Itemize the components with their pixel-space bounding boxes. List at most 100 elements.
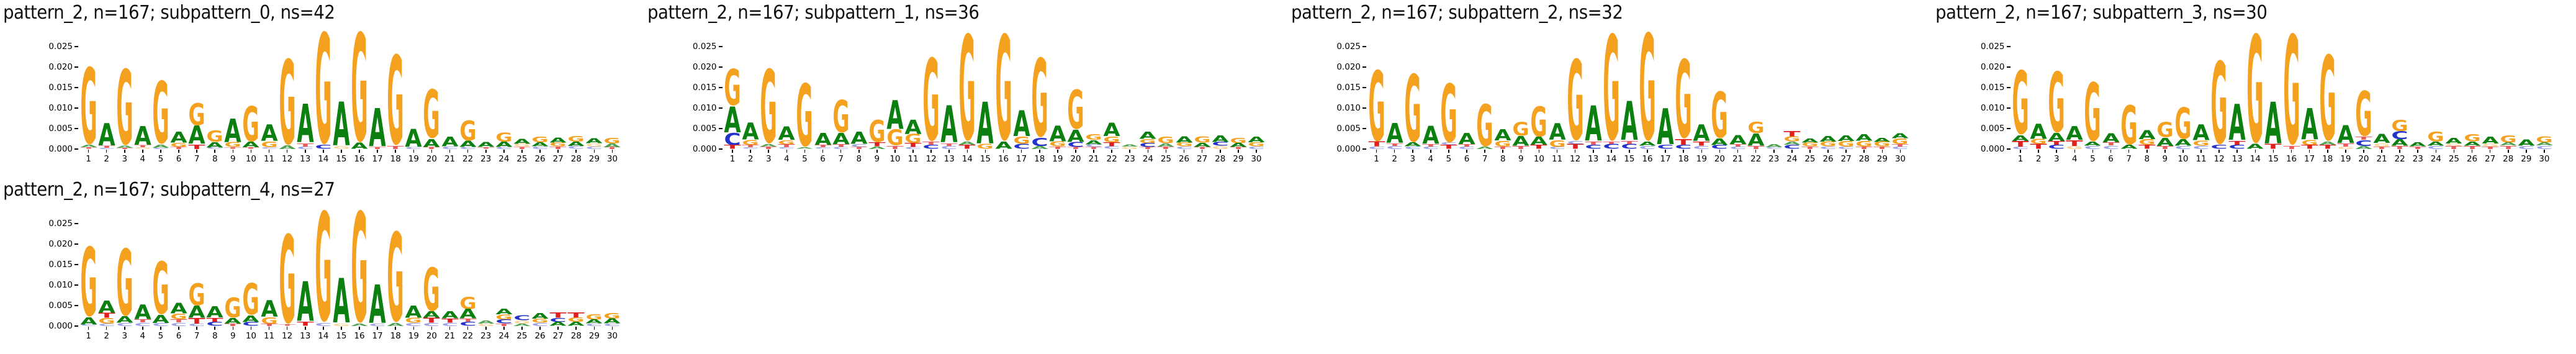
svg-text:A: A [1386, 117, 1403, 150]
logo-letter-A: A [2337, 120, 2354, 149]
logo-letter-G: G [315, 183, 332, 354]
logo-letter-T: T [2391, 145, 2409, 150]
x-tick-mark [2489, 150, 2491, 153]
x-tick-label: 1 [729, 154, 736, 164]
x-tick-mark [304, 327, 306, 330]
svg-text:G: G [495, 130, 512, 145]
x-tick-mark [876, 150, 878, 153]
logo-letter-T: T [940, 143, 958, 147]
svg-text:C: C [495, 147, 512, 150]
x-tick-mark [2020, 150, 2021, 153]
x-tick-label: 5 [158, 154, 164, 164]
x-tick-mark [304, 150, 306, 153]
logo-letter-G: G [2536, 135, 2553, 144]
x-tick-label: 29 [1233, 154, 1244, 164]
svg-text:T: T [904, 142, 922, 148]
x-tick-label: 26 [1822, 154, 1834, 164]
x-tick-mark [1075, 150, 1076, 153]
svg-text:G: G [1368, 52, 1385, 163]
x-tick-mark [196, 327, 197, 330]
svg-text:G: G [2446, 143, 2462, 147]
svg-text:A: A [2030, 120, 2048, 144]
x-tick-label: 19 [408, 331, 419, 341]
y-tick-label: 0.025 [692, 42, 717, 52]
logo-letter-A: A [2518, 138, 2535, 147]
logo-letter-G: G [1085, 133, 1102, 142]
x-tick-mark [232, 150, 234, 153]
x-tick-mark [377, 150, 378, 153]
svg-text:C: C [904, 147, 921, 150]
logo-letter-A: A [188, 122, 205, 151]
y-tick-mark [74, 284, 78, 286]
x-tick-label: 4 [784, 154, 790, 164]
x-tick-mark [1647, 150, 1648, 153]
logo-letter-C: C [1103, 145, 1120, 150]
logo-letter-G: G [495, 314, 513, 321]
x-tick-label: 4 [140, 331, 146, 341]
logo-letter-T: T [242, 147, 259, 150]
logo-letter-A: A [477, 320, 495, 325]
svg-text:A: A [98, 117, 115, 153]
logo-letter-G: G [1194, 135, 1211, 145]
x-tick-label: 15 [336, 331, 347, 341]
logo-letter-G: G [206, 129, 223, 146]
logo-letter-A: A [2102, 132, 2120, 146]
logo-letter-G: G [531, 318, 549, 324]
logo-letter-A: A [886, 93, 904, 138]
svg-text:C: C [243, 321, 259, 327]
x-tick-label: 12 [925, 154, 937, 164]
x-tick-mark [2526, 150, 2527, 153]
logo-letter-C: C [850, 143, 868, 148]
x-tick-mark [160, 327, 161, 330]
x-tick-label: 1 [2017, 154, 2024, 164]
logo-letter-T: T [1458, 143, 1475, 147]
svg-text:A: A [1639, 141, 1655, 147]
svg-text:G: G [477, 323, 494, 327]
logo-letter-G: G [333, 323, 350, 327]
logo-letter-T: T [2373, 146, 2390, 150]
x-tick-label: 11 [1551, 154, 1563, 164]
x-tick-label: 5 [1446, 154, 1452, 164]
x-tick-label: 21 [1732, 154, 1744, 164]
logo-letter-G: G [1440, 68, 1457, 160]
x-tick-mark [124, 327, 125, 330]
y-tick-label: 0.005 [1980, 124, 2005, 134]
x-tick-mark [2110, 150, 2112, 153]
logo-letter-T: T [1603, 141, 1620, 145]
x-tick-mark [2326, 150, 2328, 153]
x-tick-mark [88, 150, 89, 153]
x-tick-mark [2381, 150, 2382, 153]
logo-letter-G: G [2048, 55, 2065, 151]
x-tick-label: 6 [176, 154, 182, 164]
logo-letter-T: T [134, 145, 151, 148]
logo-letter-A: A [760, 143, 778, 147]
svg-text:T: T [832, 143, 850, 148]
x-tick-label: 29 [2521, 154, 2532, 164]
x-tick-mark [2471, 150, 2473, 153]
svg-text:C: C [2192, 145, 2209, 150]
logo-letter-A: A [2048, 130, 2066, 143]
x-tick-label: 3 [1410, 154, 1416, 164]
logo-letter-A: A [1476, 146, 1494, 150]
svg-text:T: T [2030, 143, 2048, 151]
x-tick-label: 10 [245, 331, 257, 341]
svg-text:A: A [351, 142, 368, 151]
svg-text:C: C [405, 322, 422, 327]
logo-letter-C: C [1248, 146, 1265, 150]
svg-text:T: T [1585, 141, 1602, 146]
x-tick-label: 11 [2195, 154, 2207, 164]
